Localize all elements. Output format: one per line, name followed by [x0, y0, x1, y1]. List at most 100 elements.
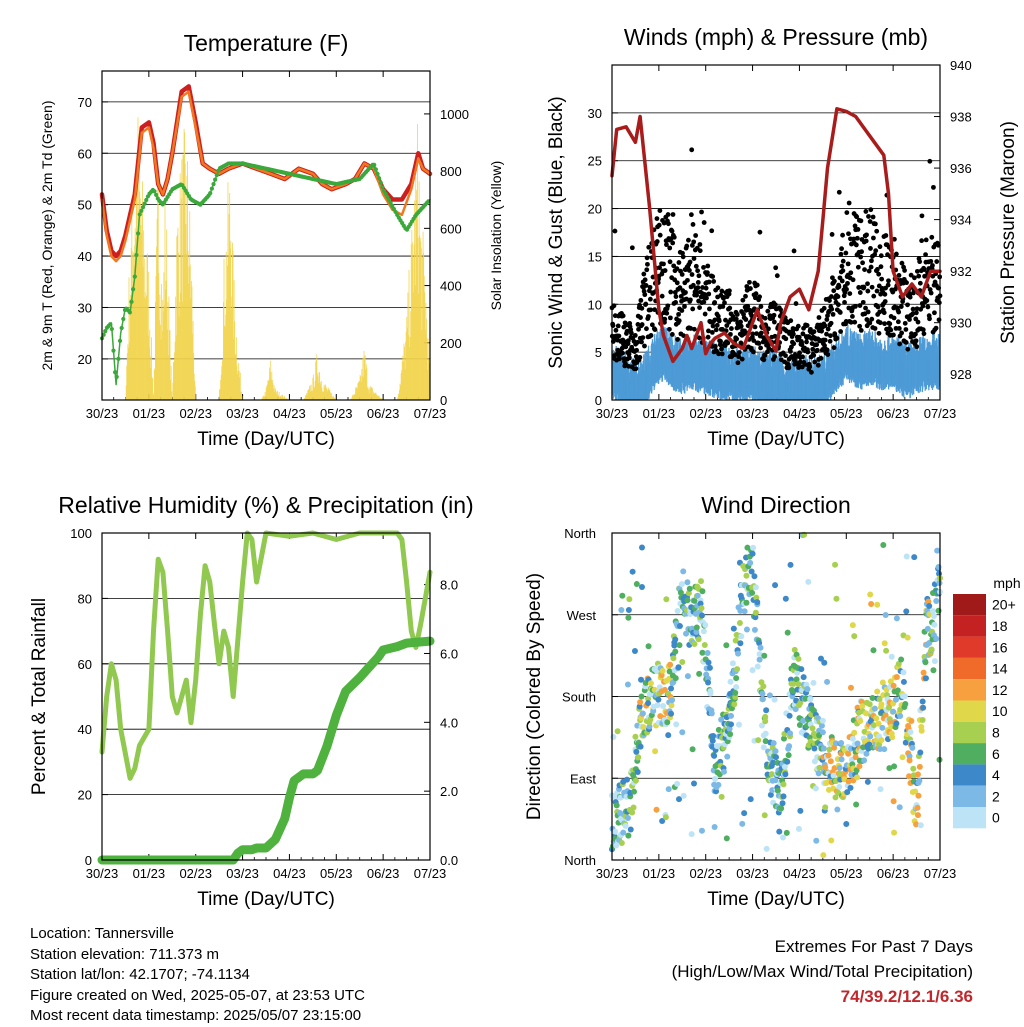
direction-point: [762, 718, 769, 725]
gust-point: [639, 322, 645, 327]
gust-point: [722, 300, 727, 306]
dewpoint-point: [109, 326, 114, 332]
direction-point: [698, 827, 705, 834]
gust-point: [846, 231, 851, 237]
gust-point: [835, 302, 841, 308]
gust-point: [910, 306, 916, 312]
gust-point: [932, 310, 937, 316]
direction-point: [920, 704, 927, 711]
y2-tick-label: 4.0: [440, 715, 458, 730]
gust-point: [865, 288, 871, 294]
dewpoint-point: [111, 348, 116, 353]
gust-point: [756, 341, 762, 346]
direction-point: [638, 583, 645, 590]
direction-point: [776, 828, 783, 835]
dewpoint-point: [117, 338, 123, 343]
gust-point: [654, 216, 660, 221]
y2-tick-label: 800: [440, 164, 462, 179]
direction-point: [875, 720, 882, 727]
gust-point: [825, 352, 831, 357]
gust-point: [642, 277, 648, 283]
gust-point: [687, 297, 693, 303]
gust-point: [688, 326, 694, 331]
x-tick-label: 30/23: [596, 866, 629, 881]
direction-point: [772, 748, 779, 755]
gust-point: [857, 303, 863, 308]
direction-point: [893, 673, 900, 680]
gust-point: [646, 314, 651, 319]
direction-point: [916, 763, 923, 770]
gust-point: [796, 334, 802, 340]
direction-point: [922, 675, 929, 682]
direction-point: [743, 599, 750, 606]
gust-point: [873, 248, 879, 254]
direction-point: [735, 721, 742, 728]
gust-point: [754, 282, 760, 288]
gust-point: [844, 286, 849, 292]
dewpoint-point: [135, 231, 141, 236]
direction-point: [901, 693, 908, 700]
gust-point: [869, 316, 875, 322]
direction-point: [896, 804, 903, 811]
gust-point: [642, 343, 647, 349]
direction-point: [780, 834, 787, 841]
gust-point: [790, 326, 796, 331]
gust-point: [613, 327, 619, 333]
gust-point: [623, 361, 628, 367]
gust-point: [930, 263, 935, 268]
gust-point: [645, 261, 650, 267]
gust-point: [648, 333, 654, 338]
direction-point: [930, 667, 937, 674]
x-tick-label: 07/23: [924, 866, 957, 881]
direction-point: [805, 578, 812, 585]
gust-point: [786, 365, 792, 371]
chart-title: Winds (mph) & Pressure (mb): [624, 24, 928, 50]
gust-point: [697, 242, 703, 247]
direction-point: [689, 746, 696, 753]
colorbar-label: 14: [992, 661, 1008, 677]
direction-point: [772, 777, 779, 784]
x-tick-label: 07/23: [414, 866, 447, 881]
direction-point: [783, 829, 790, 836]
gust-point: [715, 285, 721, 291]
gust-point: [807, 364, 813, 369]
gust-point: [739, 356, 745, 362]
x-tick-label: 02/23: [179, 406, 212, 421]
direction-point: [778, 805, 785, 812]
colorbar-swatch: [953, 700, 986, 722]
direction-point: [876, 696, 883, 703]
gust-point: [762, 315, 768, 321]
direction-point: [878, 701, 885, 708]
direction-point: [919, 698, 926, 705]
dewpoint-point: [129, 299, 134, 304]
direction-point: [832, 794, 839, 801]
gust-point: [866, 214, 871, 219]
direction-point: [793, 676, 800, 683]
gust-point: [684, 243, 690, 249]
y-tick-label: 40: [78, 722, 92, 737]
gust-point: [668, 289, 674, 295]
direction-point: [660, 703, 667, 710]
direction-point: [910, 765, 917, 772]
gust-point: [628, 330, 634, 336]
direction-point: [919, 717, 926, 724]
direction-point: [736, 619, 743, 626]
gust-point: [669, 228, 675, 234]
gust-point: [657, 208, 663, 213]
gust-point: [818, 355, 824, 361]
direction-point: [762, 738, 769, 745]
direction-point: [645, 643, 652, 650]
gust-point: [864, 232, 869, 238]
gust-point: [872, 252, 878, 257]
direction-point: [802, 695, 809, 702]
gust-point: [638, 298, 644, 303]
gust-point: [829, 294, 834, 299]
gust-point: [848, 319, 854, 325]
extremes-title: Extremes For Past 7 Days: [774, 937, 973, 956]
dewpoint-point: [127, 310, 132, 315]
direction-point: [880, 542, 887, 549]
direction-point: [900, 669, 907, 676]
gust-point: [923, 237, 929, 243]
gust-point: [827, 298, 832, 304]
gust-point: [640, 335, 646, 340]
